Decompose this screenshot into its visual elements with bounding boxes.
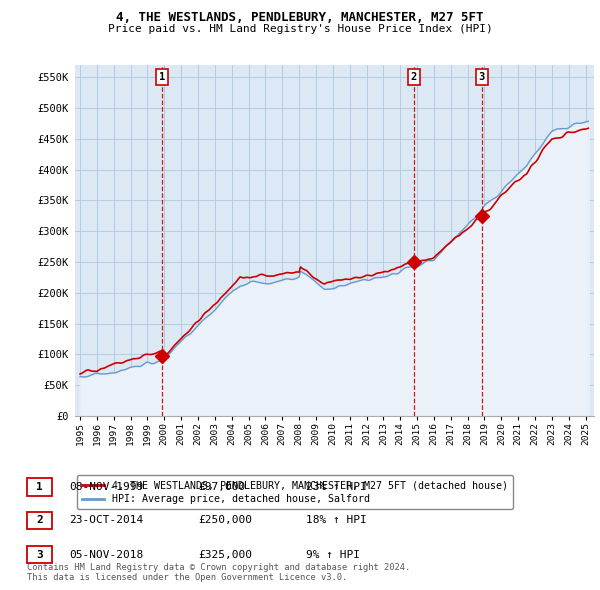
Text: Price paid vs. HM Land Registry's House Price Index (HPI): Price paid vs. HM Land Registry's House … [107, 24, 493, 34]
Text: 2: 2 [36, 516, 43, 525]
Text: 23% ↑ HPI: 23% ↑ HPI [306, 482, 367, 491]
Text: 23-OCT-2014: 23-OCT-2014 [69, 516, 143, 525]
Text: 2: 2 [411, 72, 417, 82]
Text: 9% ↑ HPI: 9% ↑ HPI [306, 550, 360, 559]
Text: £250,000: £250,000 [198, 516, 252, 525]
Text: 3: 3 [36, 550, 43, 559]
Text: 1: 1 [159, 72, 165, 82]
Text: Contains HM Land Registry data © Crown copyright and database right 2024.
This d: Contains HM Land Registry data © Crown c… [27, 563, 410, 582]
Text: 05-NOV-2018: 05-NOV-2018 [69, 550, 143, 559]
Text: £325,000: £325,000 [198, 550, 252, 559]
Text: 1: 1 [36, 482, 43, 491]
Text: 3: 3 [479, 72, 485, 82]
Text: 4, THE WESTLANDS, PENDLEBURY, MANCHESTER, M27 5FT: 4, THE WESTLANDS, PENDLEBURY, MANCHESTER… [116, 11, 484, 24]
Text: £97,000: £97,000 [198, 482, 245, 491]
Text: 18% ↑ HPI: 18% ↑ HPI [306, 516, 367, 525]
Legend: 4, THE WESTLANDS, PENDLEBURY, MANCHESTER, M27 5FT (detached house), HPI: Average: 4, THE WESTLANDS, PENDLEBURY, MANCHESTER… [77, 476, 514, 509]
Text: 08-NOV-1999: 08-NOV-1999 [69, 482, 143, 491]
